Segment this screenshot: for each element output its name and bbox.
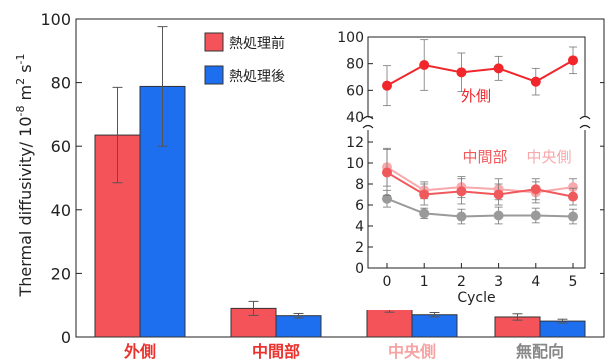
inset-y-tick-label: 2 bbox=[355, 240, 364, 256]
inset-point-1 bbox=[568, 191, 578, 202]
inset-point-1 bbox=[419, 189, 430, 200]
inset-y-tick-label: 10 bbox=[346, 156, 364, 172]
inset-point-3 bbox=[493, 210, 504, 221]
category-label: 中間部 bbox=[252, 342, 300, 361]
inset-y-tick-label: 100 bbox=[337, 30, 364, 46]
legend-label-1: 熱処理後 bbox=[229, 69, 285, 85]
inset-point-0 bbox=[493, 63, 504, 74]
bar-1-1 bbox=[275, 315, 322, 338]
inset-point-0 bbox=[568, 55, 578, 66]
legend-swatch-0 bbox=[204, 32, 224, 52]
inset-point-3 bbox=[382, 193, 392, 204]
legend-label-0: 熱処理前 bbox=[229, 35, 285, 52]
bar-1-2 bbox=[411, 314, 458, 338]
main-bars bbox=[94, 26, 586, 338]
inset-y-tick-label: 4 bbox=[355, 219, 364, 235]
inset-x-tick-label: 4 bbox=[531, 274, 540, 290]
inset-background bbox=[330, 24, 600, 310]
inset-point-1 bbox=[382, 167, 392, 178]
inset-point-0 bbox=[530, 76, 541, 87]
axis-break-mark bbox=[579, 115, 591, 120]
y-tick-label: 40 bbox=[51, 201, 71, 220]
inset-y-tick-label: 40 bbox=[346, 110, 364, 126]
plot-frame bbox=[75, 18, 605, 338]
inset-label-middle: 中間部 bbox=[462, 148, 507, 166]
inset-y-tick-label: 8 bbox=[355, 177, 364, 193]
inset-line-2 bbox=[386, 166, 574, 194]
y-tick-label: 80 bbox=[51, 74, 71, 93]
axis-break-mark bbox=[362, 124, 374, 129]
inset-point-0 bbox=[382, 80, 392, 91]
category-label: 中央側 bbox=[388, 342, 436, 361]
inset-frame-top bbox=[367, 36, 586, 117]
inset-x-axis-label: Cycle bbox=[457, 290, 495, 306]
inset-x-tick-label: 5 bbox=[569, 274, 578, 290]
inset-point-2 bbox=[568, 182, 578, 193]
y-tick-label: 20 bbox=[51, 264, 71, 283]
inset-point-3 bbox=[456, 211, 467, 222]
inset-line-0 bbox=[386, 59, 574, 87]
inset-point-0 bbox=[419, 60, 430, 70]
y-tick-label: 100 bbox=[40, 10, 71, 29]
inset-y-tick-label: 80 bbox=[346, 57, 364, 73]
y-axis-label-exp3: -1 bbox=[14, 53, 27, 64]
inset-point-1 bbox=[456, 186, 467, 197]
category-label: 無配向 bbox=[516, 342, 564, 361]
inset-point-1 bbox=[530, 184, 541, 195]
y-axis-label-end: s bbox=[16, 64, 35, 77]
y-axis-label-exp1: -8 bbox=[14, 106, 27, 117]
inset-x-tick-label: 3 bbox=[494, 274, 503, 290]
y-axis-label-exp2: 2 bbox=[14, 78, 27, 85]
inset-point-3 bbox=[568, 211, 578, 222]
inset-x-tick-label: 0 bbox=[383, 274, 392, 290]
inset-point-3 bbox=[530, 210, 541, 221]
inset-y-tick-label: 6 bbox=[355, 198, 364, 214]
inset-frame-bottom bbox=[367, 130, 586, 269]
y-axis-label-mid: m bbox=[16, 85, 35, 106]
legend-swatch-1 bbox=[204, 65, 224, 85]
inset-point-0 bbox=[456, 67, 467, 78]
inset-y-tick-label: 0 bbox=[355, 261, 364, 277]
inset-line-1 bbox=[386, 171, 574, 198]
y-tick-label: 60 bbox=[51, 137, 71, 156]
inset-x-tick-label: 1 bbox=[420, 274, 429, 290]
inset-label-outer: 外側 bbox=[461, 87, 491, 105]
inset-y-tick-label: 12 bbox=[346, 135, 364, 151]
y-tick-label: 0 bbox=[61, 328, 71, 347]
main-labels: 外側 中間部 中央側 無配向 bbox=[123, 342, 564, 361]
inset-label-center: 中央側 bbox=[526, 148, 571, 166]
inset-point-1 bbox=[493, 189, 504, 200]
inset-y-tick-label: 60 bbox=[346, 83, 364, 99]
inset-line-3 bbox=[386, 197, 574, 218]
y-axis-label-text: Thermal diffusivity/ 10 bbox=[16, 117, 35, 298]
y-axis-label: Thermal diffusivity/ 10-8 m2 s-1 bbox=[14, 53, 35, 297]
inset-x-tick-label: 2 bbox=[457, 274, 466, 290]
axis-break-mark bbox=[579, 124, 591, 129]
category-label: 外側 bbox=[123, 342, 156, 361]
inset-point-3 bbox=[419, 208, 430, 219]
